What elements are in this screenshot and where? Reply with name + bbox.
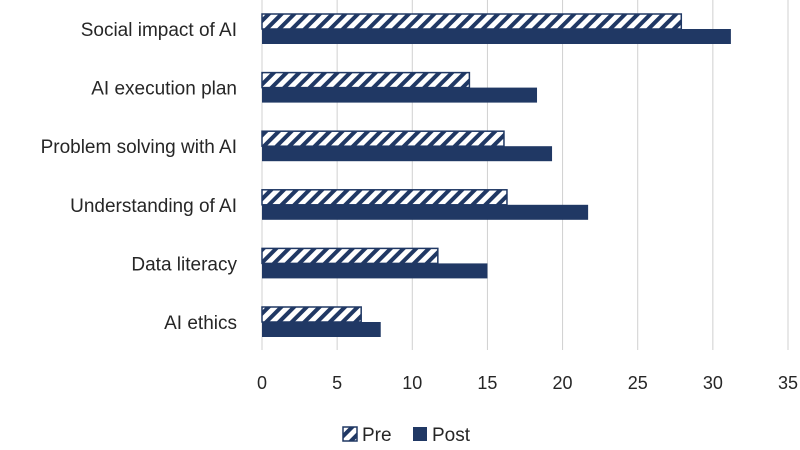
- post-bar: [262, 146, 553, 162]
- x-axis-ticks: 0 5 10 15 20 25 30 35: [257, 373, 798, 393]
- post-bar: [262, 204, 589, 220]
- x-tick-label: 25: [628, 373, 648, 393]
- pre-bar: [261, 71, 471, 89]
- category-label: Data literacy: [131, 254, 237, 275]
- category-label: AI execution plan: [91, 79, 237, 100]
- pre-bar: [261, 130, 505, 147]
- post-bar: [262, 263, 488, 279]
- x-tick-label: 30: [703, 373, 723, 393]
- x-tick-label: 5: [332, 373, 342, 393]
- x-tick-label: 10: [402, 373, 422, 393]
- post-bar: [262, 87, 538, 103]
- category-label: Problem solving with AI: [41, 137, 237, 158]
- pre-bar: [261, 189, 508, 206]
- category-label: Social impact of AI: [81, 20, 237, 41]
- legend-label-pre: Pre: [362, 425, 392, 446]
- x-tick-label: 15: [477, 373, 497, 393]
- legend-label-post: Post: [432, 425, 471, 446]
- legend: Pre Post: [342, 425, 471, 446]
- post-bar: [262, 29, 731, 44]
- legend-swatch-pre: [342, 426, 358, 442]
- category-labels: Social impact of AI AI execution plan Prob…: [41, 20, 238, 334]
- x-tick-label: 35: [778, 373, 798, 393]
- x-tick-label: 0: [257, 373, 267, 393]
- pre-bar: [261, 247, 439, 265]
- bars-group: [261, 13, 731, 337]
- pre-bar: [261, 306, 362, 323]
- pre-bar: [261, 13, 683, 30]
- category-label: AI ethics: [164, 313, 237, 334]
- post-bar: [262, 322, 381, 337]
- gridlines: [261, 0, 789, 350]
- x-tick-label: 20: [553, 373, 573, 393]
- legend-swatch-post: [413, 427, 427, 441]
- category-label: Understanding of AI: [70, 196, 237, 217]
